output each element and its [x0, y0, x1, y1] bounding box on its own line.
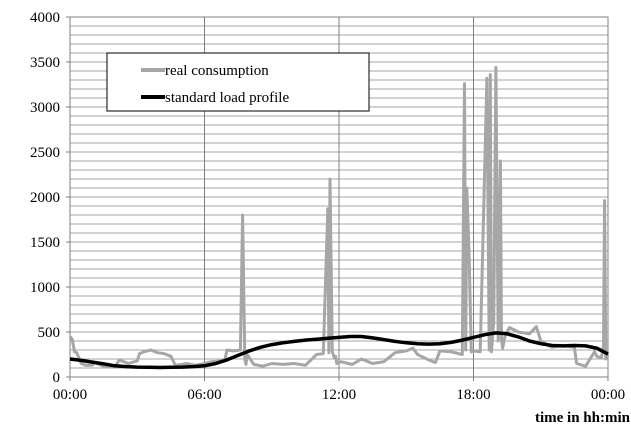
legend-label-standard-load-profile: standard load profile — [165, 90, 289, 106]
x-tick-label: 06:00 — [187, 387, 221, 403]
series-layer — [68, 65, 610, 370]
y-tick-label: 0 — [53, 370, 61, 386]
legend-label-real-consumption: real consumption — [165, 63, 269, 79]
y-axis-tick-labels: 0 500 1000 1500 2000 2500 3000 3500 4000 — [30, 10, 70, 386]
y-tick-label: 3500 — [30, 55, 60, 71]
y-tick-label: 1500 — [30, 235, 60, 251]
y-tick-label: 1000 — [30, 280, 60, 296]
y-tick-label: 2000 — [30, 190, 60, 206]
series-line-real-consumption — [68, 65, 610, 369]
legend-box — [106, 52, 370, 112]
series-line-standard-load-profile — [69, 331, 609, 370]
x-tick-label: 18:00 — [456, 387, 490, 403]
x-axis-tick-labels: 00:00 06:00 12:00 18:00 00:00 — [53, 377, 625, 403]
x-axis-title: time in hh:min — [535, 410, 631, 426]
x-tick-label: 00:00 — [53, 387, 87, 403]
y-tick-label: 2500 — [30, 145, 60, 161]
y-tick-label: 4000 — [30, 10, 60, 26]
x-tick-label: 00:00 — [591, 387, 625, 403]
legend: real consumption standard load profile — [106, 52, 370, 112]
x-tick-label: 12:00 — [322, 387, 356, 403]
y-tick-label: 3000 — [30, 100, 60, 116]
y-tick-label: 500 — [38, 325, 61, 341]
